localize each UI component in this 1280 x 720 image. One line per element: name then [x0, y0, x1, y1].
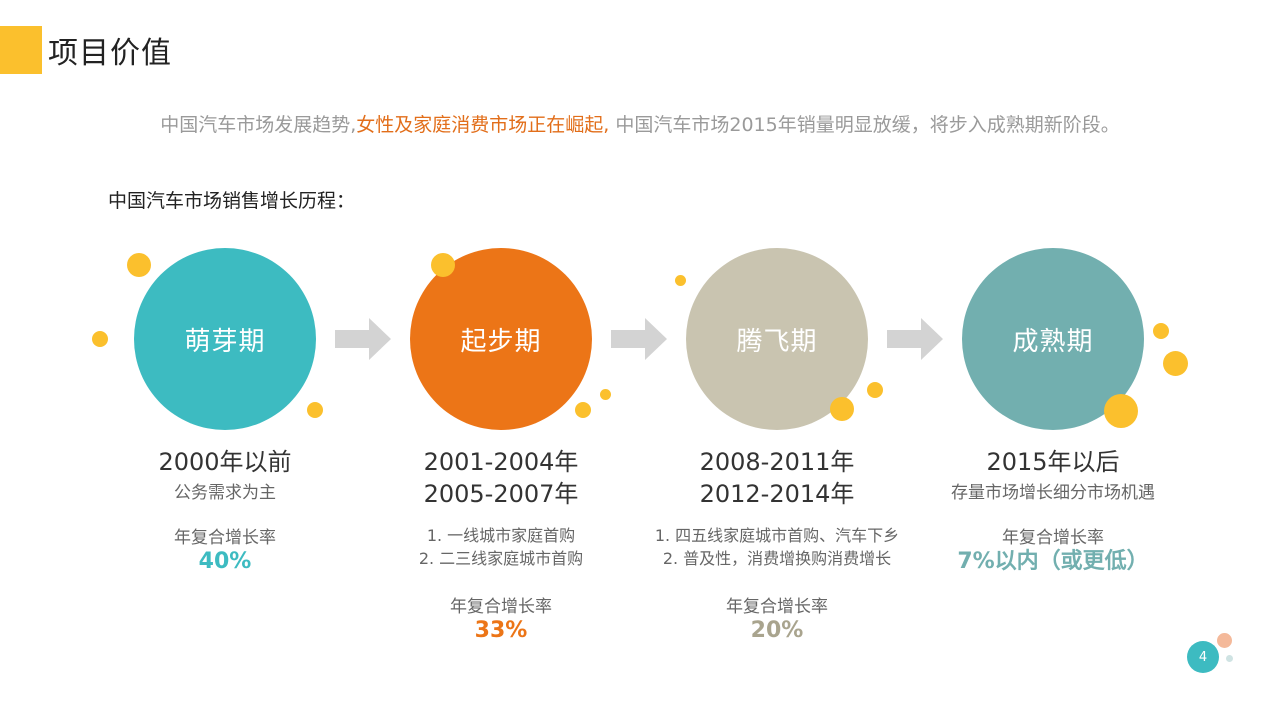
right-arrow-icon: [611, 318, 667, 360]
intro-text: 中国汽车市场发展趋势,女性及家庭消费市场正在崛起, 中国汽车市场2015年销量明…: [0, 110, 1280, 137]
rate-label: 年复合增长率: [1002, 528, 1104, 548]
period-line: 2001-2004年: [423, 448, 579, 476]
rate-label: 年复合增长率: [726, 597, 828, 617]
decor-dot: [675, 275, 686, 286]
rate-value: 40%: [198, 549, 252, 574]
intro-part2: 中国汽车市场2015年销量明显放缓，将步入成熟期新阶段。: [609, 114, 1120, 136]
decor-dot: [830, 397, 854, 421]
stage-takeoff: 腾飞期 2008-2011年 2012-2014年 1. 四五线家庭城市首购、汽…: [647, 248, 907, 645]
page-title: 项目价值: [48, 36, 172, 71]
decor-dot: [1163, 351, 1188, 376]
page-number: 4: [1187, 641, 1219, 673]
decor-dot: [1153, 323, 1169, 339]
decor-dot: [307, 402, 323, 418]
stage-mature: 成熟期 2015年以后 存量市场增长细分市场机遇 年复合增长率 7%以内（或更低…: [923, 248, 1183, 576]
stage-name: 腾飞期: [736, 326, 818, 357]
decor-dot: [1226, 655, 1233, 662]
stage-desc: 公务需求为主: [174, 483, 276, 503]
period-line: 2015年以后: [986, 448, 1120, 476]
list-item: 2. 普及性，消费增换购消费增长: [662, 549, 892, 568]
stage-period: 2008-2011年 2012-2014年: [647, 446, 907, 510]
rate-label: 年复合增长率: [174, 528, 276, 548]
stage-desc: 存量市场增长细分市场机遇: [951, 483, 1155, 503]
period-line: 2008-2011年: [699, 448, 855, 476]
rate-label: 年复合增长率: [450, 597, 552, 617]
rate-value: 33%: [474, 618, 528, 643]
stage-sprout: 萌芽期 2000年以前 公务需求为主 年复合增长率 40%: [95, 248, 355, 576]
decor-dot: [431, 253, 455, 277]
intro-highlight: 女性及家庭消费市场正在崛起,: [356, 114, 610, 136]
right-arrow-icon: [887, 318, 943, 360]
stage-startup: 起步期 2001-2004年 2005-2007年 1. 一线城市家庭首购 2.…: [371, 248, 631, 645]
stage-period: 2000年以前: [95, 446, 355, 478]
right-arrow-icon: [335, 318, 391, 360]
stage-list: 1. 一线城市家庭首购 2. 二三线家庭城市首购: [371, 524, 631, 570]
stage-circle: 起步期: [410, 248, 592, 430]
list-item: 1. 四五线家庭城市首购、汽车下乡: [654, 526, 900, 545]
stage-name: 萌芽期: [184, 326, 266, 357]
rate-value: 7%以内（或更低）: [957, 549, 1149, 574]
decor-dot: [127, 253, 151, 277]
period-line: 2005-2007年: [423, 480, 579, 508]
decor-dot: [575, 402, 591, 418]
stage-period: 2001-2004年 2005-2007年: [371, 446, 631, 510]
decor-dot: [1104, 394, 1138, 428]
stage-period: 2015年以后: [923, 446, 1183, 478]
stage-name: 成熟期: [1012, 326, 1094, 357]
list-item: 1. 一线城市家庭首购: [426, 526, 576, 545]
period-line: 2012-2014年: [699, 480, 855, 508]
list-item: 2. 二三线家庭城市首购: [418, 549, 584, 568]
intro-part1: 中国汽车市场发展趋势,: [160, 114, 357, 136]
stage-name: 起步期: [460, 326, 542, 357]
period-line: 2000年以前: [158, 448, 292, 476]
stage-list: 1. 四五线家庭城市首购、汽车下乡 2. 普及性，消费增换购消费增长: [647, 524, 907, 570]
stage-circle: 萌芽期: [134, 248, 316, 430]
title-accent-bar: [0, 26, 42, 74]
rate-value: 20%: [750, 618, 804, 643]
decor-dot: [867, 382, 883, 398]
decor-dot: [600, 389, 611, 400]
decor-dot: [1217, 633, 1232, 648]
decor-dot: [92, 331, 108, 347]
history-label: 中国汽车市场销售增长历程：: [108, 190, 356, 212]
